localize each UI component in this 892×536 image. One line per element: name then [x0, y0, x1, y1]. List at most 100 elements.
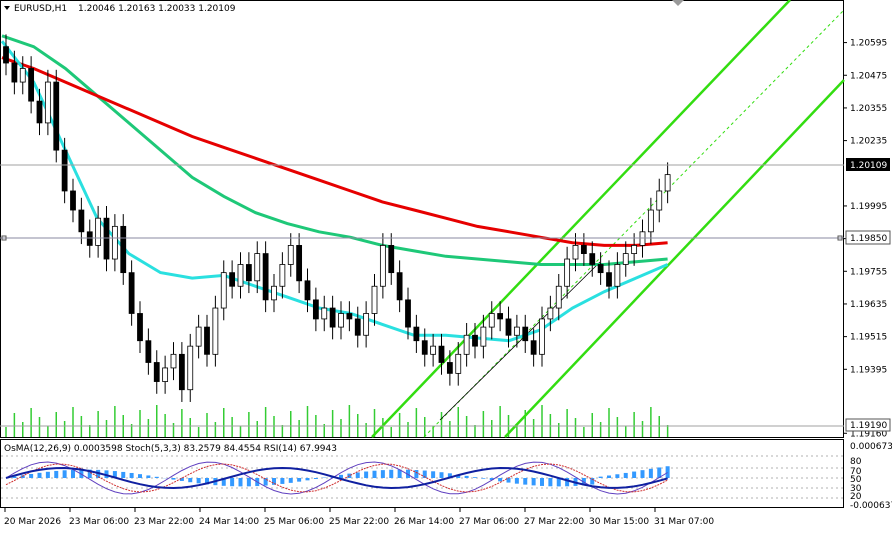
bear-candle — [79, 210, 84, 232]
price-tick-label: 1.19395 — [850, 365, 887, 375]
bear-candle — [498, 313, 503, 318]
price-tick-label: 1.19755 — [850, 267, 887, 277]
bear-candle — [12, 63, 17, 82]
osma-bar — [356, 472, 360, 478]
osma-bar — [632, 472, 636, 478]
time-tick-label: 25 Mar 06:00 — [264, 517, 324, 527]
osma-bar — [389, 470, 393, 478]
bear-candle — [297, 245, 302, 280]
bull-candle — [431, 346, 436, 354]
osma-bar — [624, 473, 628, 478]
osma-bar — [38, 473, 42, 478]
bear-candle — [104, 218, 109, 259]
time-tick-label: 20 Mar 2026 — [4, 517, 61, 527]
bear-candle — [590, 254, 595, 265]
osma-bar — [666, 466, 670, 478]
osma-bar — [63, 470, 67, 478]
osma-bar — [615, 474, 619, 478]
osma-bar — [230, 478, 234, 486]
osma-bar — [130, 473, 134, 478]
bull-candle — [573, 245, 578, 259]
bear-candle — [37, 101, 42, 123]
osma-bar — [515, 478, 519, 484]
bear-candle — [230, 273, 235, 287]
time-tick-label: 26 Mar 14:00 — [394, 517, 454, 527]
indicator-scale-top: 0.0006733 — [850, 442, 892, 452]
osma-bar — [289, 478, 293, 483]
support-price-label: 1.19190 — [850, 421, 887, 431]
bull-candle — [556, 286, 561, 308]
osma-bar — [440, 472, 444, 478]
bull-candle — [364, 313, 369, 335]
osma-bar — [481, 478, 485, 479]
osma-bar — [188, 478, 192, 482]
bear-candle — [439, 346, 444, 362]
bull-candle — [615, 264, 620, 286]
osma-bar — [172, 478, 176, 480]
time-tick-label: 25 Mar 22:00 — [329, 517, 389, 527]
osma-bar — [540, 478, 544, 486]
bear-candle — [205, 327, 210, 354]
osma-bar — [465, 476, 469, 478]
bear-candle — [581, 245, 586, 253]
osma-bar — [649, 469, 653, 478]
osma-bar — [364, 472, 368, 478]
bear-candle — [506, 319, 511, 335]
bull-candle — [322, 308, 327, 319]
symbol-label: EURUSD,H1 — [14, 4, 67, 14]
bull-candle — [540, 319, 545, 354]
time-tick-label: 23 Mar 06:00 — [69, 517, 129, 527]
osma-bar — [197, 478, 201, 483]
osma-bar — [314, 478, 318, 479]
bull-candle — [380, 245, 385, 286]
bear-candle — [531, 341, 536, 355]
osma-bar — [264, 478, 268, 486]
osma-bar — [373, 471, 377, 478]
bull-candle — [623, 254, 628, 265]
bull-candle — [657, 191, 662, 210]
time-tick-label: 24 Mar 14:00 — [199, 517, 259, 527]
osma-bar — [548, 478, 552, 486]
bull-candle — [288, 245, 293, 264]
time-tick-label: 31 Mar 07:00 — [654, 517, 714, 527]
bear-candle — [607, 273, 612, 287]
bear-candle — [121, 226, 126, 272]
bear-candle — [598, 264, 603, 272]
bear-candle — [355, 319, 360, 335]
osma-bar — [71, 470, 75, 478]
osma-bar — [641, 470, 645, 478]
time-tick-label: 27 Mar 06:00 — [459, 517, 519, 527]
bear-candle — [397, 273, 402, 300]
price-tick-label: 1.19635 — [850, 300, 887, 310]
osma-bar — [247, 478, 251, 486]
bear-candle — [29, 68, 34, 101]
bull-candle — [188, 346, 193, 390]
osma-bar — [46, 472, 50, 478]
bull-candle — [339, 313, 344, 327]
bull-candle — [481, 327, 486, 346]
price-tick-label: 1.20355 — [850, 104, 887, 114]
indicator-label: OsMA(12,26,9) 0.0003598 Stoch(5,3,3) 83.… — [4, 444, 337, 454]
osma-bar — [155, 477, 159, 478]
current-price-label: 1.20109 — [850, 161, 887, 171]
bear-candle — [406, 300, 411, 327]
bear-candle — [305, 281, 310, 300]
bull-candle — [665, 175, 670, 191]
bull-candle — [163, 368, 168, 382]
bull-candle — [45, 82, 50, 123]
bull-candle — [489, 313, 494, 327]
bull-candle — [272, 286, 277, 300]
indicator-level-80: 80 — [850, 457, 862, 467]
osma-bar — [306, 478, 310, 480]
bear-candle — [313, 300, 318, 319]
bear-candle — [330, 308, 335, 327]
bear-candle — [138, 313, 143, 340]
bear-candle — [62, 150, 67, 191]
bear-candle — [523, 327, 528, 341]
bull-candle — [548, 308, 553, 319]
osma-bar — [523, 478, 527, 485]
bull-candle — [238, 264, 243, 286]
osma-bar — [414, 470, 418, 478]
osma-bar — [498, 478, 502, 481]
